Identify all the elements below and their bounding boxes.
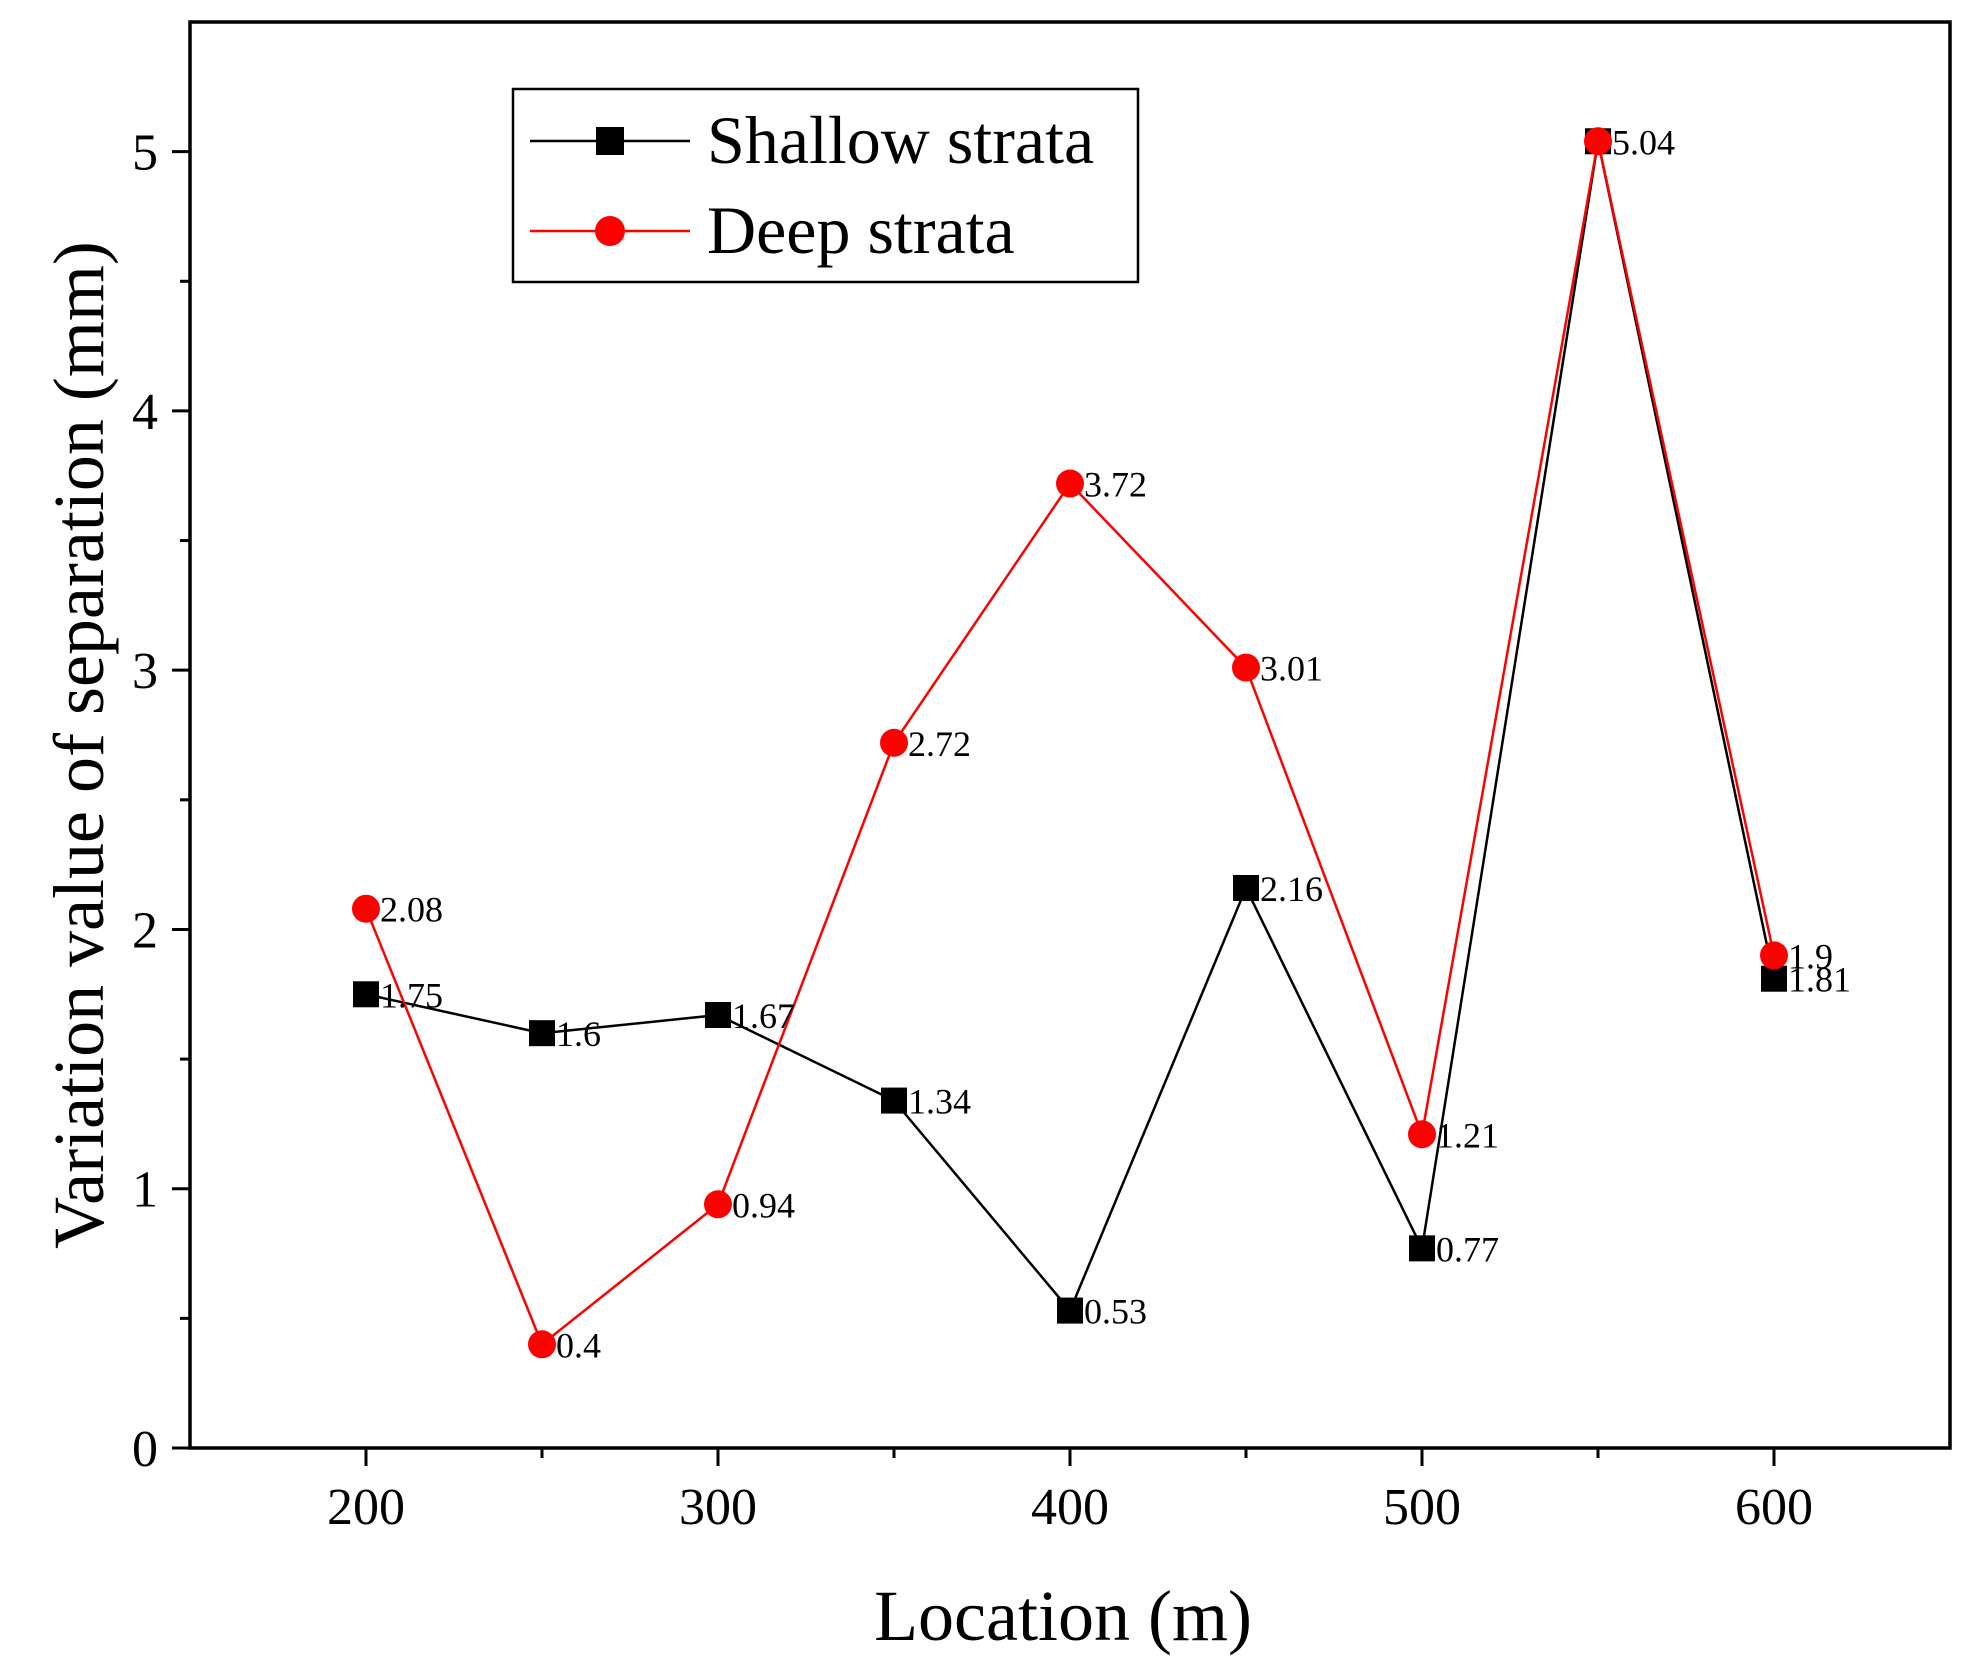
y-tick-label-3: 3 (132, 643, 158, 700)
point-shallow-strata-200 (353, 981, 379, 1008)
y-tick-label-1: 1 (132, 1162, 158, 1219)
point-shallow-strata-600 (1761, 965, 1787, 992)
data-label-deep-strata-500: 1.21 (1436, 1115, 1499, 1155)
data-label-deep-strata-450: 3.01 (1260, 649, 1323, 689)
point-deep-strata-450 (1232, 653, 1260, 682)
data-label-deep-strata-250: 0.4 (556, 1325, 601, 1365)
point-shallow-strata-450 (1233, 874, 1259, 901)
data-label-shallow-strata-200: 1.75 (380, 975, 443, 1015)
legend: Shallow strata Deep strata (511, 87, 1140, 284)
series-line-shallow-strata (365, 141, 1776, 1313)
data-label-deep-strata-300: 0.94 (732, 1185, 795, 1225)
data-label-deep-strata-200: 2.08 (380, 890, 443, 930)
legend-label-deep: Deep strata (707, 192, 1015, 268)
y-tick-label-5: 5 (132, 125, 158, 182)
x-tick-label-500: 500 (1383, 1479, 1461, 1536)
point-deep-strata-500 (1408, 1120, 1436, 1149)
point-shallow-strata-300 (705, 1002, 731, 1029)
data-label-deep-strata-350: 2.72 (908, 724, 971, 764)
x-tick-label-200: 200 (327, 1479, 405, 1536)
axes-layer: 200 300 400 500 600 0 1 2 3 4 5 (132, 20, 1952, 1536)
data-label-shallow-strata-350: 1.34 (908, 1082, 971, 1122)
y-tick-label-0: 0 (132, 1421, 158, 1478)
point-deep-strata-250 (528, 1330, 556, 1359)
point-shallow-strata-350 (881, 1087, 907, 1114)
series-layer (352, 127, 1788, 1359)
data-label-shallow-strata-400: 0.53 (1084, 1292, 1147, 1332)
y-tick-label-2: 2 (132, 902, 158, 959)
point-deep-strata-200 (352, 894, 380, 923)
data-label-shallow-strata-450: 2.16 (1260, 869, 1323, 909)
x-tick-label-400: 400 (1031, 1479, 1109, 1536)
x-tick-label-300: 300 (679, 1479, 757, 1536)
point-deep-strata-350 (880, 728, 908, 757)
data-label-deep-strata-600: 1.9 (1788, 936, 1833, 976)
point-deep-strata-550 (1584, 127, 1612, 156)
data-label-shallow-strata-500: 0.77 (1436, 1229, 1499, 1269)
data-label-shallow-strata-250: 1.6 (556, 1014, 601, 1054)
data-label-shallow-strata-600: 1.81 (1788, 960, 1851, 1000)
point-deep-strata-400 (1056, 469, 1084, 498)
series-line-deep-strata (364, 141, 1776, 1347)
point-deep-strata-600 (1760, 941, 1788, 970)
x-axis-title: Location (m) (874, 1576, 1252, 1656)
point-shallow-strata-400 (1057, 1297, 1083, 1324)
y-tick-label-4: 4 (132, 384, 158, 441)
x-tick-label-600: 600 (1735, 1479, 1813, 1536)
legend-label-shallow: Shallow strata (707, 102, 1094, 178)
y-axis-title: Variation value of separation (mm) (39, 241, 119, 1249)
legend-marker-deep (595, 216, 625, 246)
data-label-shallow-strata-300: 1.67 (732, 996, 795, 1036)
data-label-deep-strata-400: 3.72 (1084, 465, 1147, 505)
point-shallow-strata-500 (1409, 1235, 1435, 1262)
data-labels-layer: 1.75 1.6 1.67 1.34 0.53 2.16 0.77 1.81 2.08 0.4 0.… (380, 122, 1851, 1365)
point-shallow-strata-250 (529, 1020, 555, 1047)
legend-box (511, 87, 1140, 284)
point-deep-strata-300 (704, 1190, 732, 1219)
legend-marker-shallow (596, 127, 624, 155)
data-label-deep-strata-550: 5.04 (1612, 122, 1675, 162)
